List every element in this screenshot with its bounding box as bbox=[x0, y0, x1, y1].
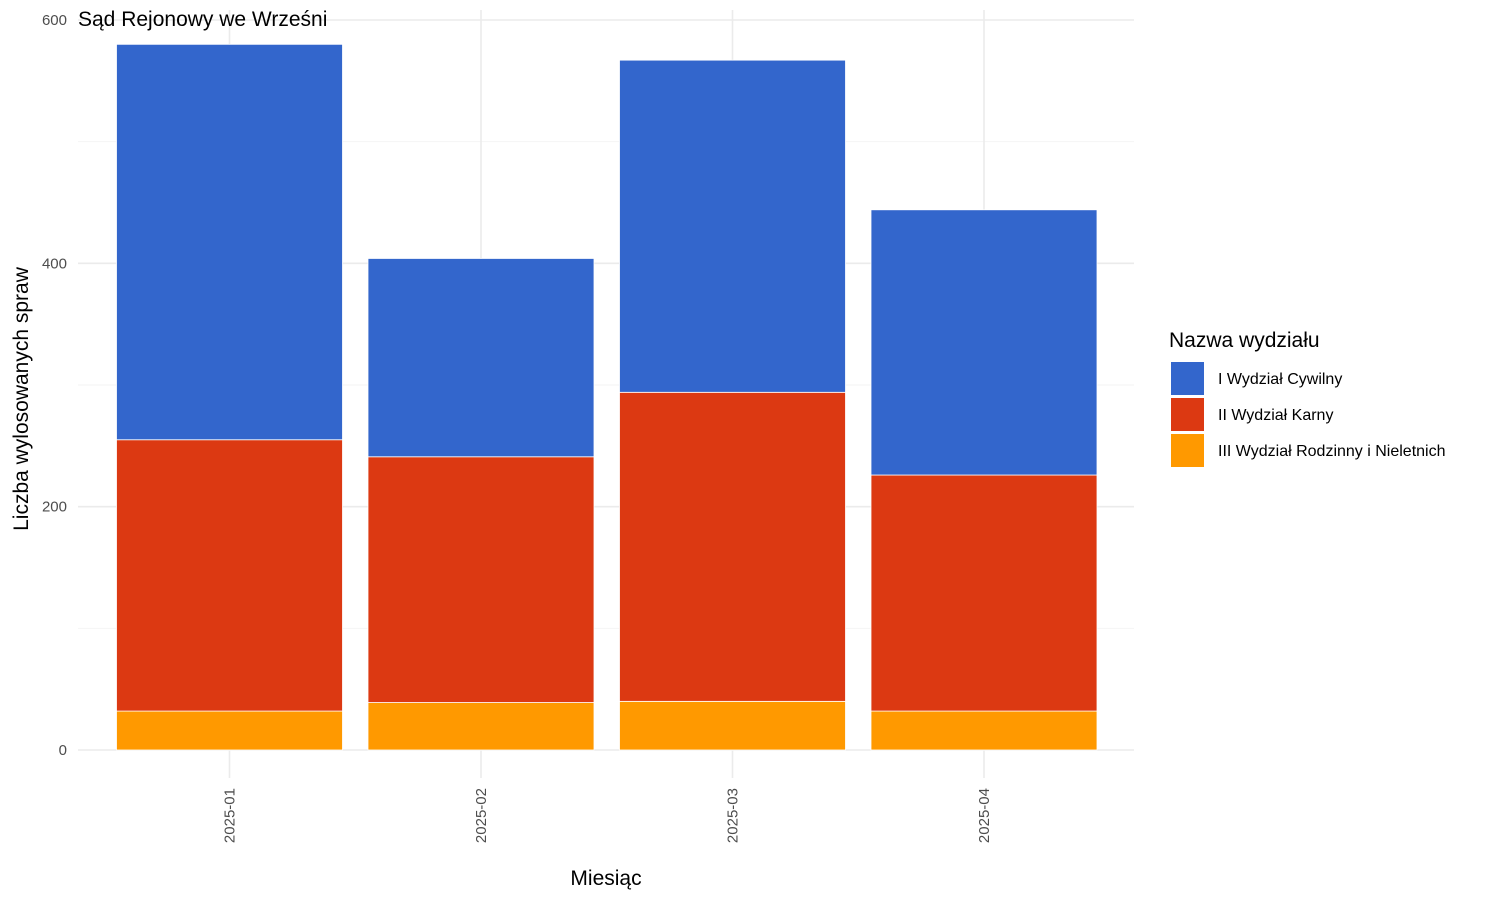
bar-segment bbox=[367, 258, 595, 458]
legend-swatch bbox=[1171, 362, 1204, 395]
legend: Nazwa wydziału I Wydział Cywilny II Wydzi… bbox=[1169, 329, 1446, 467]
bar-segment bbox=[619, 391, 846, 702]
bars-layer bbox=[116, 43, 1098, 751]
x-tick-label: 2025-01 bbox=[222, 788, 239, 843]
legend-swatch bbox=[1171, 434, 1204, 467]
bar-segment bbox=[870, 209, 1098, 476]
axis-layer: 0 200 400 600 2025-01 2025-02 2025-03 2025-04 bbox=[42, 12, 993, 843]
y-tick-label: 400 bbox=[42, 255, 67, 272]
x-tick-label: 2025-02 bbox=[473, 788, 490, 843]
y-axis-title: Liczba wylosowanych spraw bbox=[10, 266, 33, 531]
bar-segment bbox=[619, 700, 846, 751]
y-tick-label: 600 bbox=[42, 12, 67, 29]
bar-segment bbox=[116, 43, 343, 441]
legend-label: III Wydział Rodzinny i Nieletnich bbox=[1218, 443, 1446, 460]
legend-label: II Wydział Karny bbox=[1218, 407, 1333, 424]
bar-segment bbox=[367, 456, 595, 703]
chart-title: Sąd Rejonowy we Wrześni bbox=[78, 8, 327, 31]
bar-segment bbox=[619, 59, 846, 393]
x-tick-label: 2025-03 bbox=[725, 788, 742, 843]
y-tick-label: 0 bbox=[59, 742, 67, 759]
legend-title: Nazwa wydziału bbox=[1169, 329, 1320, 352]
x-axis-title: Miesiąc bbox=[570, 867, 641, 890]
bar-segment bbox=[870, 710, 1098, 751]
legend-label: I Wydział Cywilny bbox=[1218, 371, 1342, 388]
bar-segment bbox=[870, 474, 1098, 712]
legend-swatch bbox=[1171, 398, 1204, 431]
bar-segment bbox=[116, 439, 343, 712]
x-tick-label: 2025-04 bbox=[976, 788, 993, 843]
bar-segment bbox=[367, 702, 595, 751]
y-tick-label: 200 bbox=[42, 499, 67, 516]
bar-segment bbox=[116, 710, 343, 751]
